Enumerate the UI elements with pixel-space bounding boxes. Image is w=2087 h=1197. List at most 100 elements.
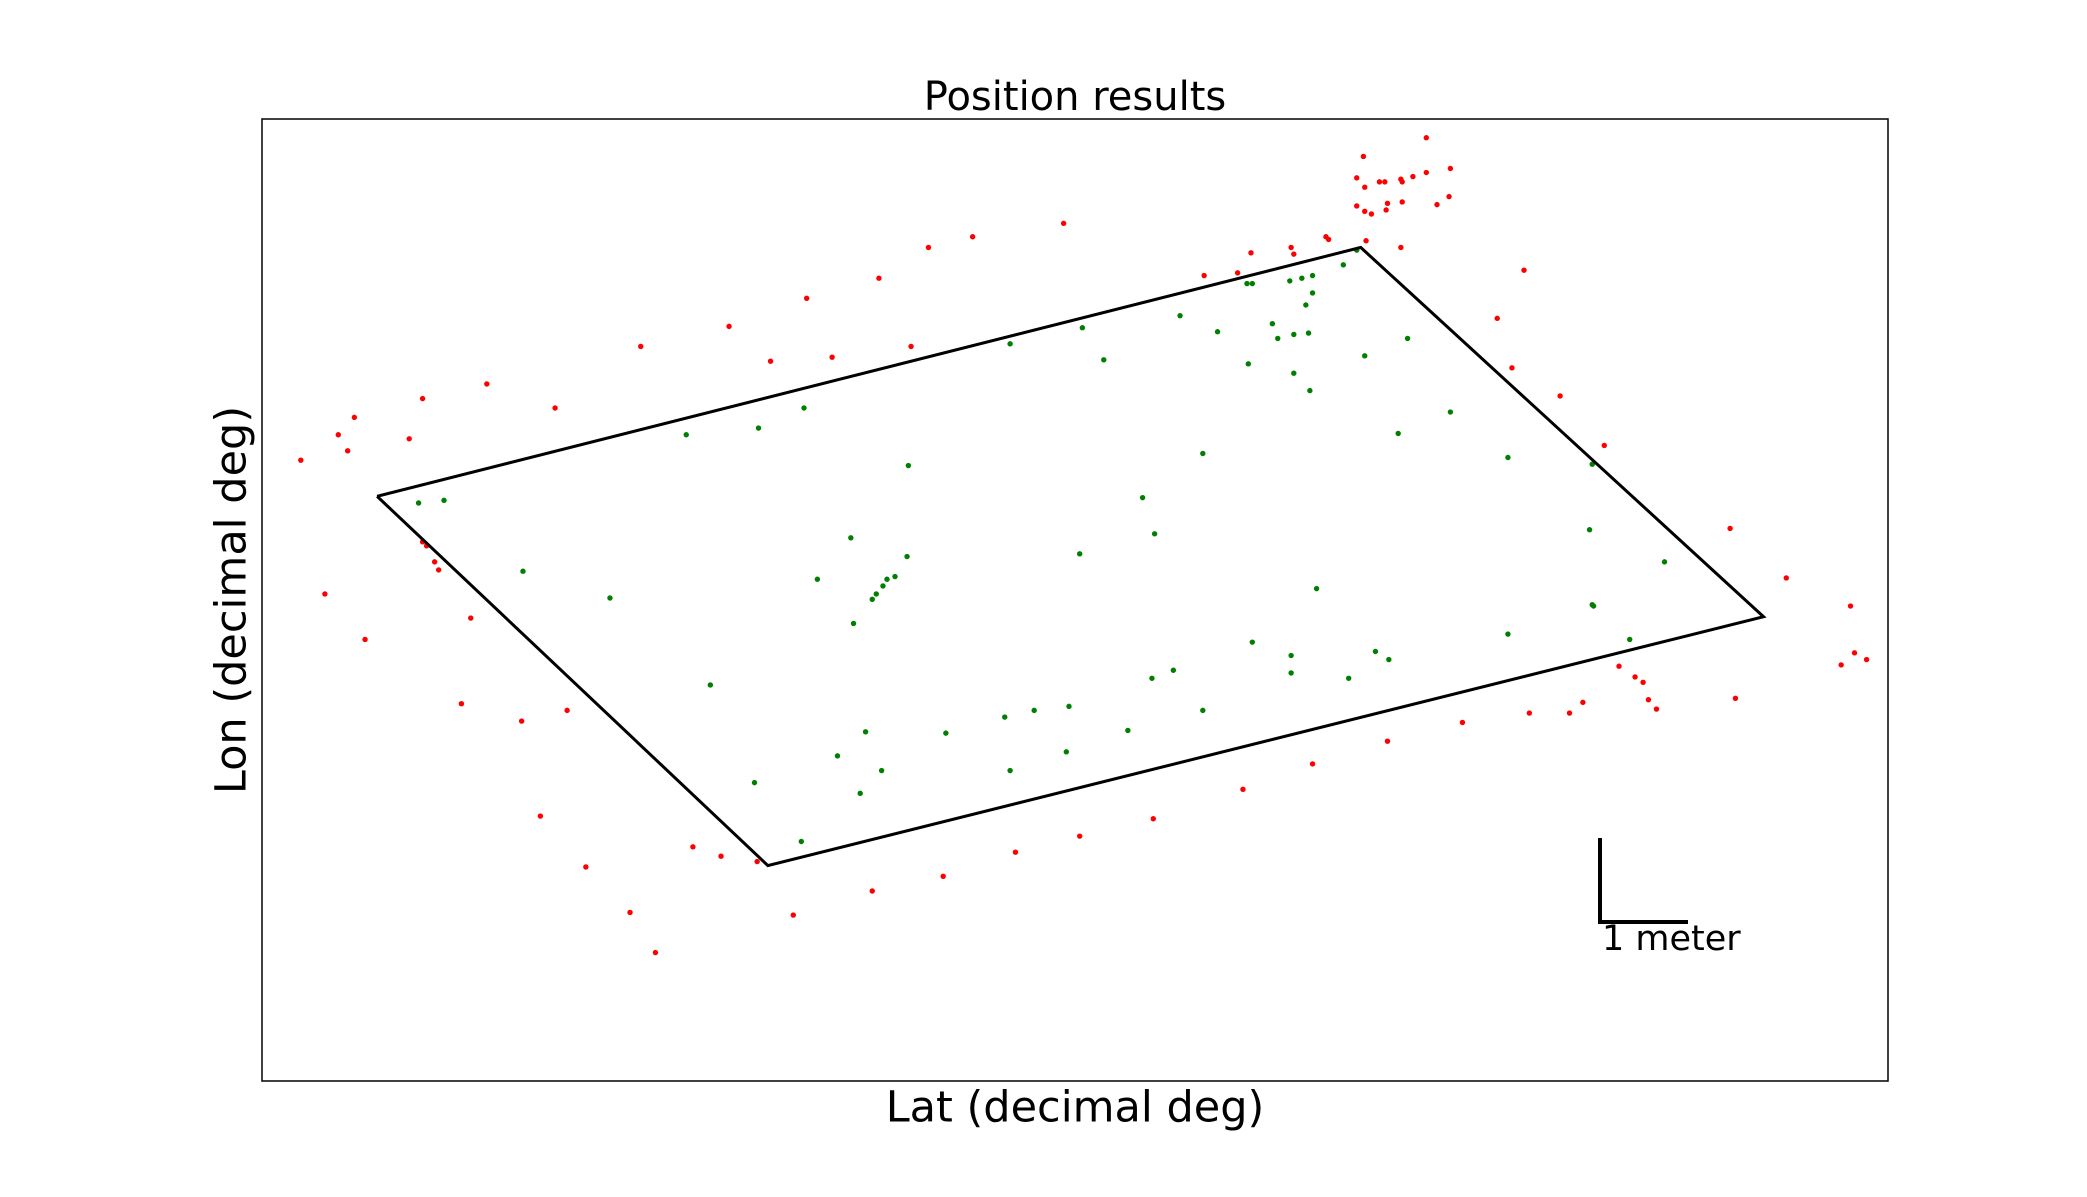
point <box>1863 656 1870 663</box>
point <box>1362 208 1368 215</box>
point <box>1151 531 1158 537</box>
point <box>1288 670 1294 676</box>
scale-bar <box>1598 838 1688 924</box>
point <box>1590 603 1597 609</box>
point <box>1354 203 1360 209</box>
point <box>1632 674 1638 680</box>
point <box>441 497 447 504</box>
point <box>1101 357 1107 363</box>
point <box>1661 559 1668 565</box>
point <box>726 323 732 330</box>
point <box>1376 179 1383 185</box>
point <box>790 912 796 918</box>
point <box>1244 280 1250 287</box>
point <box>1851 650 1858 656</box>
point <box>458 700 465 707</box>
point <box>683 432 689 438</box>
point <box>638 343 644 350</box>
point <box>1170 667 1177 673</box>
point <box>1288 652 1294 659</box>
point <box>1200 707 1206 714</box>
point <box>1360 153 1367 160</box>
point <box>1838 662 1844 668</box>
point <box>537 813 544 819</box>
point <box>850 620 857 627</box>
point <box>627 909 633 916</box>
point <box>814 576 821 582</box>
point <box>1640 679 1646 685</box>
point <box>1287 278 1293 284</box>
point <box>1586 527 1593 533</box>
point <box>862 729 869 735</box>
point <box>1234 270 1241 276</box>
point <box>1076 833 1083 839</box>
point <box>1601 442 1607 449</box>
point <box>1125 727 1131 734</box>
point <box>1447 165 1454 172</box>
point <box>435 567 442 573</box>
point <box>1362 184 1368 190</box>
point <box>1313 585 1320 592</box>
point <box>1139 494 1146 501</box>
point <box>1616 663 1622 669</box>
point <box>1150 816 1156 822</box>
point <box>1076 551 1083 557</box>
point <box>1002 714 1008 720</box>
point <box>1368 211 1375 217</box>
point <box>1201 272 1207 279</box>
point <box>1727 525 1733 532</box>
point <box>1288 244 1294 251</box>
point <box>1384 200 1391 206</box>
point <box>1007 767 1013 774</box>
point <box>1372 648 1379 655</box>
point <box>1732 695 1739 702</box>
point <box>1214 329 1221 335</box>
point <box>1177 312 1183 319</box>
point <box>878 767 885 774</box>
point <box>1627 636 1633 643</box>
point <box>904 553 910 560</box>
point <box>869 596 875 603</box>
point <box>652 949 659 956</box>
point <box>484 381 490 387</box>
point <box>1245 361 1252 367</box>
point <box>1398 244 1404 251</box>
point <box>335 432 341 438</box>
point <box>834 753 841 759</box>
point <box>1340 262 1347 268</box>
point <box>518 718 525 724</box>
point <box>1345 675 1352 681</box>
point <box>1079 325 1086 331</box>
point <box>1031 707 1037 714</box>
point <box>1291 370 1297 376</box>
point <box>1291 331 1297 338</box>
point <box>362 636 368 643</box>
point <box>468 615 474 621</box>
point <box>1459 719 1466 726</box>
point <box>1307 387 1313 394</box>
point <box>583 864 589 870</box>
point <box>1309 761 1316 767</box>
point <box>1505 454 1511 461</box>
point <box>1299 275 1305 281</box>
point <box>419 395 426 402</box>
point <box>873 591 879 597</box>
point <box>754 858 760 865</box>
point <box>552 405 558 411</box>
point <box>1309 290 1316 296</box>
point <box>1248 250 1254 256</box>
point <box>1521 267 1527 273</box>
point <box>707 682 714 688</box>
point <box>406 436 412 442</box>
point <box>1309 272 1316 279</box>
point <box>905 462 912 469</box>
point <box>564 707 570 714</box>
point <box>798 838 805 845</box>
plot-frame <box>261 118 1889 1082</box>
point <box>1447 409 1454 415</box>
point <box>1240 786 1246 793</box>
point <box>1509 365 1515 371</box>
point <box>876 275 882 281</box>
point <box>848 535 854 541</box>
